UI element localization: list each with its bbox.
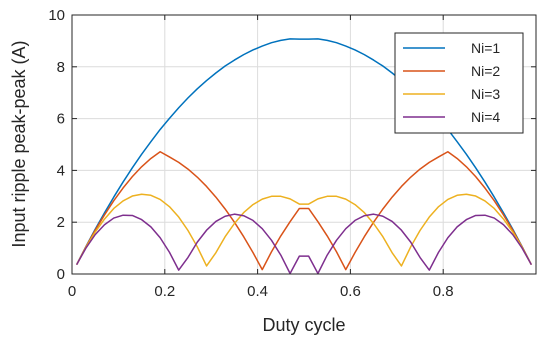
ticks: 0 0.2 0.4 0.6 0.8 0 2 4 6 8 10 [48, 7, 536, 300]
x-tick-label: 0 [68, 283, 76, 300]
y-tick-label: 2 [57, 214, 65, 231]
plot-frame [71, 14, 537, 275]
legend-label: Ni=1 [471, 40, 500, 56]
y-tick-label: 8 [57, 59, 65, 76]
x-axis-label: Duty cycle [262, 315, 345, 335]
series-layer [75, 38, 533, 275]
y-tick-label: 0 [57, 266, 65, 283]
series-line-ni-4 [75, 213, 533, 275]
series-line-ni-3 [75, 193, 533, 267]
legend: Ni=1 Ni=2 Ni=3 Ni=4 [394, 32, 524, 134]
y-axis-label: Input ripple peak-peak (A) [9, 40, 29, 247]
y-tick-label: 6 [57, 111, 65, 128]
legend-label: Ni=3 [471, 86, 500, 102]
series-line-ni-1 [75, 38, 533, 266]
x-tick-label: 0.8 [433, 283, 454, 300]
x-tick-label: 0.4 [247, 283, 268, 300]
legend-label: Ni=2 [471, 63, 500, 79]
legend-label: Ni=4 [471, 109, 500, 125]
x-tick-label: 0.2 [154, 283, 175, 300]
series-line-ni-2 [75, 151, 533, 271]
y-tick-label: 10 [48, 7, 65, 24]
x-tick-label: 0.6 [340, 283, 361, 300]
y-tick-label: 4 [57, 162, 65, 179]
